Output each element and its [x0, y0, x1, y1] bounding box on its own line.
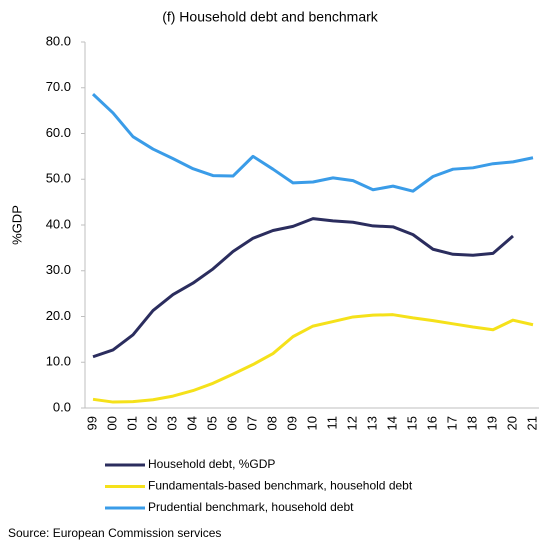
y-tick-label: 20.0: [46, 308, 71, 323]
y-tick-label: 50.0: [46, 171, 71, 186]
y-tick-label: 80.0: [46, 33, 71, 48]
x-tick-label: 13: [364, 416, 379, 430]
x-tick-label: 15: [404, 416, 419, 430]
y-tick-label: 0.0: [53, 399, 71, 414]
x-tick-label: 14: [384, 416, 399, 430]
series-line: [92, 217, 514, 359]
x-tick-label: 01: [124, 416, 139, 430]
x-tick-label: 21: [524, 416, 539, 430]
x-tick-label: 09: [284, 416, 299, 430]
x-tick-label: 04: [184, 416, 199, 430]
x-tick-label: 11: [324, 416, 339, 430]
x-tick-label: 12: [344, 416, 359, 430]
legend-label: Fundamentals-based benchmark, household …: [148, 479, 413, 493]
x-tick-label: 17: [444, 416, 459, 430]
x-tick-label: 10: [304, 416, 319, 430]
x-tick-label: 20: [504, 416, 519, 430]
chart-title: (f) Household debt and benchmark: [162, 9, 379, 25]
series-line: [91, 93, 534, 193]
x-tick-label: 00: [104, 416, 119, 430]
x-tick-label: 16: [424, 416, 439, 430]
x-tick-label: 19: [484, 416, 499, 430]
y-tick-label: 10.0: [46, 354, 71, 369]
x-tick-label: 05: [204, 416, 219, 430]
x-tick-label: 99: [84, 416, 99, 430]
legend-label: Household debt, %GDP: [148, 457, 275, 471]
legend-label: Prudential benchmark, household debt: [148, 500, 354, 514]
x-tick-label: 03: [164, 416, 179, 430]
x-tick-label: 02: [144, 416, 159, 430]
y-tick-label: 40.0: [46, 216, 71, 231]
x-tick-label: 18: [464, 416, 479, 430]
y-tick-label: 60.0: [46, 125, 71, 140]
x-tick-label: 06: [224, 416, 239, 430]
y-tick-label: 70.0: [46, 79, 71, 94]
x-tick-label: 08: [264, 416, 279, 430]
source-note: Source: European Commission services: [8, 526, 221, 540]
series-line: [92, 313, 534, 404]
y-tick-label: 30.0: [46, 262, 71, 277]
y-axis-label: %GDP: [9, 205, 24, 245]
x-tick-label: 07: [244, 416, 259, 430]
